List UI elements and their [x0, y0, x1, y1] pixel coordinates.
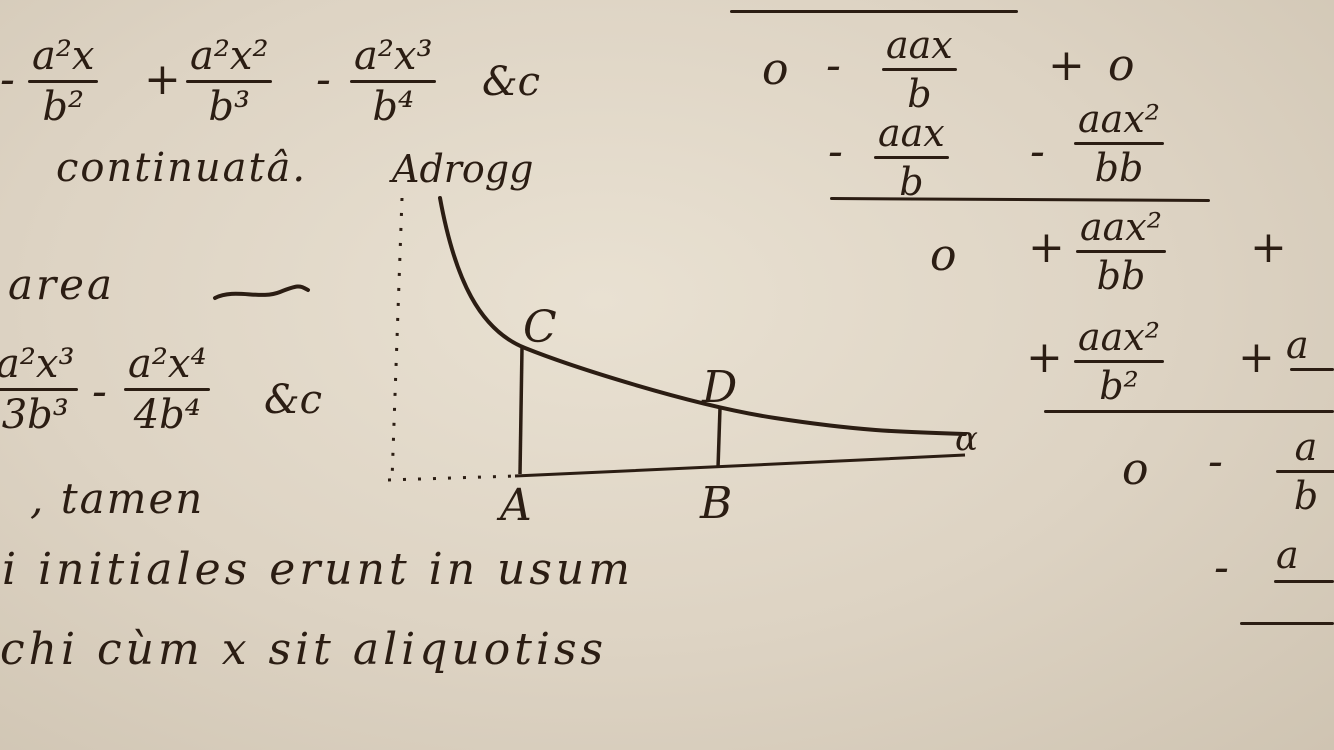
denominator: b² [1099, 364, 1139, 408]
word-adrogg: Adrogg [392, 147, 534, 191]
fraction-a2x4-4b4: a²x⁴ 4b⁴ [124, 341, 211, 438]
denominator: b⁴ [372, 84, 415, 130]
denominator: b [1293, 474, 1319, 515]
division-top-rule [730, 10, 1018, 13]
top-lead-sign: - [0, 54, 15, 105]
denominator: 3b³ [1, 392, 69, 438]
word-area: area [8, 260, 116, 309]
fraction-bar [874, 156, 949, 159]
numerator: aax [878, 111, 945, 155]
row1-op1: - [826, 40, 841, 91]
numerator: aax² [1078, 315, 1160, 359]
row3-op2: + [1250, 222, 1287, 273]
denominator: b [907, 72, 932, 116]
denominator: b³ [208, 84, 251, 130]
denominator: bb [1096, 254, 1146, 298]
top-op-minus: - [316, 54, 331, 105]
row3-fraction: aax² bb [1076, 208, 1166, 295]
label-B: B [699, 478, 732, 529]
fraction-bar [124, 388, 211, 391]
denominator: b² [42, 84, 85, 130]
numerator: a [1294, 428, 1318, 469]
row6-partial: a [1276, 533, 1299, 577]
ordinate-BD [716, 407, 722, 469]
row4-op1: + [1026, 332, 1063, 383]
ordinate-AC [518, 347, 524, 475]
label-D: D [701, 362, 737, 413]
dotted-vertical-asymptote [390, 197, 404, 481]
fraction-bar [882, 68, 957, 71]
division-rule-7 [1240, 622, 1334, 625]
row1-zero: o [762, 44, 789, 95]
division-rule-6 [1274, 580, 1334, 583]
row1-op2: + [1048, 40, 1085, 91]
numerator: a²x³ [354, 33, 433, 79]
label-alpha: α [955, 419, 978, 459]
fraction-bar [350, 80, 437, 83]
row5-op1: - [1208, 436, 1223, 487]
fraction-bar [28, 80, 99, 83]
label-C: C [523, 302, 557, 353]
fraction-bar [1076, 250, 1166, 253]
numerator: a²x⁴ [128, 341, 207, 387]
base-line-AB [514, 453, 966, 478]
dotted-horizontal-baseline [387, 474, 516, 482]
fraction-a2x2-b3: a²x² b³ [186, 33, 273, 130]
row4-fraction1: aax² b² [1074, 318, 1164, 405]
line-initiales: i initiales erunt in usum [2, 544, 634, 595]
denominator: b [899, 160, 924, 204]
row2-op1: - [828, 126, 843, 177]
row1-fraction: aax b [882, 26, 957, 113]
row4-partial: a [1286, 323, 1309, 367]
swash-mark [213, 284, 310, 300]
numerator: a²x [32, 33, 95, 79]
line-continuata: continuatâ. [56, 145, 308, 191]
top-op-plus: + [144, 54, 181, 105]
fraction-bar [1276, 470, 1334, 473]
row2-fraction2: aax² bb [1074, 100, 1164, 187]
numerator: aax [886, 23, 953, 67]
row5-zero: o [1122, 444, 1149, 495]
fraction-a2x3-b4: a²x³ b⁴ [350, 33, 437, 130]
row2-fraction1: aax b [874, 114, 949, 201]
fraction-a2x3-3b3: a²x³ 3b³ [0, 341, 79, 438]
denominator: 4b⁴ [133, 392, 201, 438]
area-etc: &c [264, 377, 323, 423]
label-A: A [496, 480, 532, 531]
row4-op2: + [1238, 332, 1275, 383]
area-op-minus: - [92, 366, 107, 417]
numerator: a²x³ [0, 341, 75, 387]
fraction-a2x-b2: a²x b² [28, 33, 99, 130]
row3-op1: + [1028, 222, 1065, 273]
hyperbola-curve [438, 196, 967, 436]
row1-tail: o [1108, 40, 1135, 91]
numerator: aax² [1080, 205, 1162, 249]
row5-fraction: a b [1276, 428, 1334, 515]
line-tamen: , tamen [30, 474, 205, 523]
line-cum: chi cùm x sit aliquotiss [0, 624, 608, 675]
fraction-bar [1074, 142, 1164, 145]
top-etc: &c [482, 59, 541, 105]
numerator: aax² [1078, 97, 1160, 141]
row6-op1: - [1214, 542, 1229, 593]
division-rule-4 [1290, 368, 1334, 371]
row3-zero: o [930, 230, 957, 281]
fraction-bar [0, 388, 79, 391]
fraction-bar [186, 80, 273, 83]
row2-op2: - [1030, 126, 1045, 177]
numerator: a²x² [190, 33, 269, 79]
division-rule-3 [1044, 410, 1334, 413]
denominator: bb [1094, 146, 1144, 190]
fraction-bar [1074, 360, 1164, 363]
